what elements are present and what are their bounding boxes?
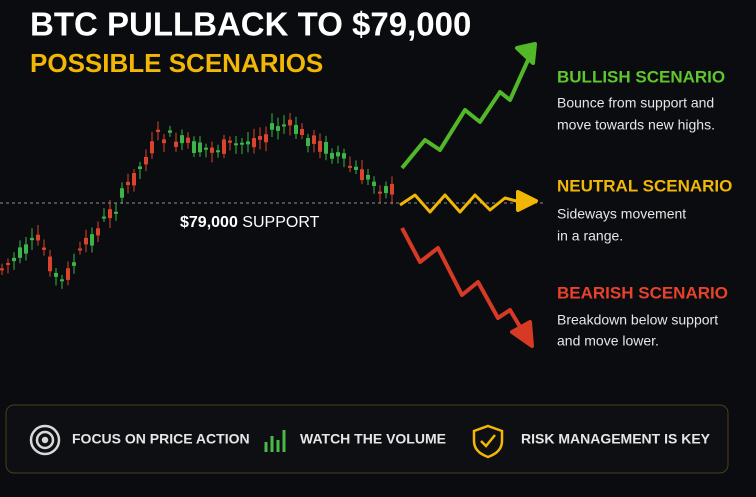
candle-body bbox=[144, 156, 148, 165]
candle-body bbox=[348, 165, 352, 168]
scenario-text: Breakdown below support bbox=[557, 312, 718, 328]
candle-body bbox=[180, 135, 184, 144]
scenario-title: BEARISH SCENARIO bbox=[557, 283, 728, 302]
candle-body bbox=[78, 248, 82, 251]
candle-body bbox=[0, 268, 4, 271]
candles bbox=[0, 112, 394, 289]
candle-body bbox=[204, 147, 208, 150]
candle-body bbox=[30, 237, 34, 241]
candle-body bbox=[114, 211, 118, 214]
candle-body bbox=[186, 137, 190, 143]
candle-body bbox=[234, 143, 238, 146]
candle-body bbox=[66, 268, 70, 280]
scenario-text: in a range. bbox=[557, 228, 623, 244]
candle-body bbox=[120, 188, 124, 198]
candle-body bbox=[354, 166, 358, 170]
footer-box bbox=[5, 404, 729, 474]
candle-body bbox=[318, 140, 322, 152]
neutral-head bbox=[516, 190, 538, 212]
candle-body bbox=[174, 141, 178, 147]
scenario-title: NEUTRAL SCENARIO bbox=[557, 176, 732, 195]
candle-body bbox=[288, 119, 292, 126]
candle-body bbox=[12, 257, 16, 262]
candle-body bbox=[240, 142, 244, 145]
candle-body bbox=[48, 256, 52, 272]
scenario-text: Bounce from support and bbox=[557, 95, 714, 111]
bullish-arrow bbox=[400, 59, 530, 170]
scenario-text: move towards new highs. bbox=[557, 117, 715, 133]
candle-body bbox=[336, 152, 340, 157]
candle-body bbox=[36, 234, 40, 241]
candle-body bbox=[150, 141, 154, 154]
candle-body bbox=[42, 247, 46, 250]
bullish-head bbox=[515, 42, 537, 65]
candle-body bbox=[18, 247, 22, 258]
candle-body bbox=[126, 181, 130, 186]
scenario-text: Sideways movement bbox=[557, 206, 686, 222]
candle-body bbox=[168, 130, 172, 133]
subtitle: POSSIBLE SCENARIOS bbox=[30, 48, 323, 78]
shield-icon bbox=[472, 424, 504, 459]
candle-body bbox=[282, 124, 286, 127]
candle-body bbox=[276, 126, 280, 131]
neutral-arrow bbox=[399, 193, 521, 214]
footer-item: RISK MANAGEMENT IS KEY bbox=[521, 431, 711, 447]
candle-body bbox=[330, 152, 334, 159]
scenario-text: and move lower. bbox=[557, 333, 659, 349]
candle-body bbox=[300, 129, 304, 135]
candle-body bbox=[72, 262, 76, 266]
candle-body bbox=[156, 129, 160, 133]
candle-body bbox=[84, 237, 88, 245]
candle-body bbox=[96, 228, 100, 236]
candle-body bbox=[270, 123, 274, 130]
candle-body bbox=[24, 244, 28, 254]
candle-body bbox=[324, 141, 328, 154]
candle-body bbox=[390, 183, 394, 195]
candle-body bbox=[372, 181, 376, 186]
candle-body bbox=[306, 138, 310, 147]
candle-body bbox=[192, 141, 196, 153]
support-label: $79,000 SUPPORT bbox=[180, 214, 320, 231]
arrows bbox=[399, 42, 538, 348]
candle-body bbox=[252, 138, 256, 148]
title: BTC PULLBACK TO $79,000 bbox=[30, 6, 471, 43]
candle-body bbox=[108, 209, 112, 219]
candle-body bbox=[138, 166, 142, 170]
footer-item: FOCUS ON PRICE ACTION bbox=[72, 431, 250, 447]
candle-body bbox=[342, 153, 346, 159]
candle-body bbox=[384, 186, 388, 194]
candle-body bbox=[6, 262, 10, 265]
candle-body bbox=[162, 139, 166, 144]
candle-body bbox=[360, 169, 364, 181]
bearish-arrow bbox=[400, 227, 524, 332]
bearish-head bbox=[510, 320, 534, 348]
candle-body bbox=[54, 272, 58, 277]
scenario-title: BULLISH SCENARIO bbox=[557, 67, 725, 86]
candle-body bbox=[312, 135, 316, 144]
candle-body bbox=[60, 279, 64, 282]
target-icon bbox=[29, 424, 61, 456]
candle-body bbox=[228, 140, 232, 143]
candle-body bbox=[294, 124, 298, 134]
candle-body bbox=[264, 134, 268, 143]
candle-body bbox=[378, 191, 382, 194]
candle-body bbox=[102, 216, 106, 219]
candle-body bbox=[210, 147, 214, 153]
candle-body bbox=[90, 234, 94, 246]
candle-body bbox=[216, 150, 220, 153]
footer-item: WATCH THE VOLUME bbox=[300, 431, 446, 447]
candle-body bbox=[132, 173, 136, 186]
candle-body bbox=[258, 136, 262, 140]
volume-icon bbox=[264, 430, 286, 452]
candle-body bbox=[246, 141, 250, 145]
candle-body bbox=[198, 142, 202, 153]
candle-body bbox=[222, 139, 226, 154]
candle-body bbox=[366, 174, 370, 180]
